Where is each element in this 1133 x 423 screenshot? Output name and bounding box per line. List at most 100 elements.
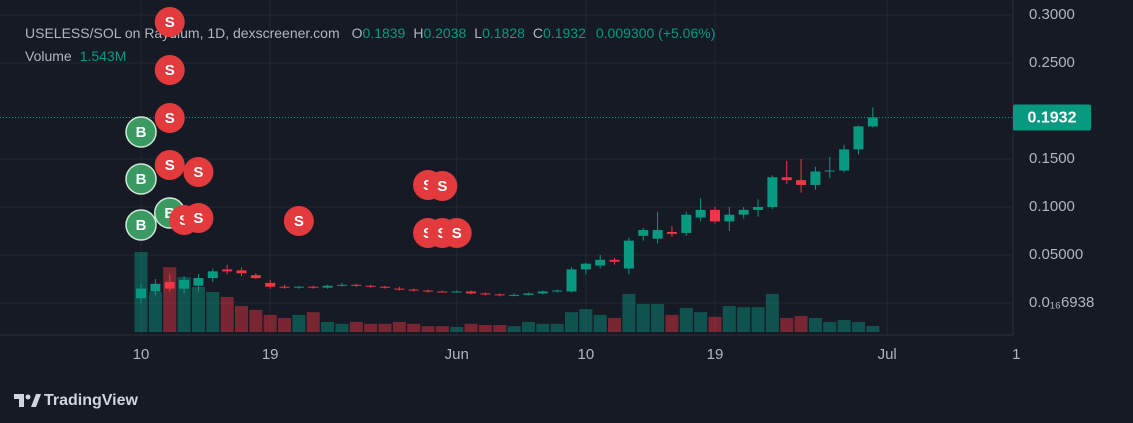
trade-marker-label: S (294, 213, 304, 230)
volume-bar (278, 318, 292, 332)
candle-body (207, 271, 218, 279)
candle-body (552, 290, 563, 292)
ohlc-key: O (352, 25, 363, 41)
volume-bar (321, 321, 335, 332)
candle-body (537, 291, 548, 294)
volume-bar (421, 326, 435, 332)
candle-body (867, 117, 878, 127)
volume-bar (636, 304, 650, 332)
x-tick-label: 10 (578, 346, 595, 363)
ohlc-value: 0.1828 (482, 25, 525, 41)
trade-marker (125, 163, 157, 195)
volume-bar (306, 312, 320, 332)
volume-bar (708, 316, 722, 332)
candle-body (738, 209, 749, 215)
y-tick-label: 0.3000 (1029, 6, 1075, 23)
candle-body (136, 288, 147, 299)
candle-body (408, 289, 419, 291)
candle-body (566, 269, 577, 292)
candle-body (509, 294, 520, 296)
volume-bar (378, 323, 392, 332)
candle-body (466, 291, 477, 294)
trade-marker-label: B (136, 217, 147, 234)
volume-bar (177, 277, 191, 332)
y-tick-label: 0.1500 (1029, 150, 1075, 167)
volume-bar (234, 305, 248, 332)
candle-body (724, 214, 735, 222)
volume-value: 1.543M (80, 48, 127, 64)
candle-body (150, 283, 161, 292)
candle-body (494, 294, 505, 296)
volume-bar (751, 307, 765, 332)
x-tick-label: 1 (1012, 346, 1020, 363)
volume-bar (478, 325, 492, 332)
trade-marker (125, 209, 157, 241)
candle-body (638, 230, 649, 236)
change: 0.009300 (+5.06%) (596, 25, 715, 41)
candle-body (709, 209, 720, 222)
trade-marker-label: S (193, 164, 203, 181)
x-tick-label: Jul (878, 346, 897, 363)
last-price-label: 0.1932 (1028, 110, 1077, 127)
trade-marker (183, 203, 214, 233)
volume-title: Volume (25, 48, 72, 64)
candle-body (824, 170, 835, 172)
trade-marker-label: S (165, 157, 175, 174)
candle-body (753, 207, 764, 210)
candle-body (695, 209, 706, 218)
candle-body (322, 285, 333, 288)
candle-body (681, 214, 692, 233)
candle-body (279, 286, 290, 288)
volume-bar (464, 323, 478, 332)
candle-body (480, 293, 491, 295)
volume-bar (148, 292, 162, 332)
trade-marker-label: S (452, 225, 462, 242)
ohlc-key: C (533, 25, 543, 41)
y-tick-label: 0.1000 (1029, 198, 1075, 215)
candle-body (853, 126, 864, 150)
trade-marker-label: B (136, 171, 147, 188)
candle-body (164, 281, 175, 289)
trade-marker-label: S (193, 210, 203, 227)
trade-marker-label: S (165, 110, 175, 127)
candle-body (236, 270, 247, 274)
volume-bar (392, 321, 406, 332)
candle-body (767, 177, 778, 208)
volume-bar (608, 318, 622, 332)
candle-body (437, 291, 448, 293)
volume-bar (407, 323, 421, 332)
volume-bar (220, 297, 234, 332)
volume-bar (349, 321, 363, 332)
legend-header: USELESS/SOL on Raydium, 1D, dexscreener.… (25, 25, 715, 41)
candle-body (336, 284, 347, 286)
candle-body (451, 291, 462, 293)
ohlc-value: 0.1932 (543, 25, 586, 41)
volume-bar (794, 316, 808, 332)
candle-body (379, 286, 390, 288)
volume-legend: Volume 1.543M (25, 48, 126, 64)
y-tick-label: 0.2500 (1029, 54, 1075, 71)
volume-bar (737, 307, 751, 332)
candle-body (623, 240, 634, 269)
x-tick-label: Jun (445, 346, 469, 363)
volume-bar (521, 321, 535, 332)
candle-body (796, 180, 807, 185)
x-tick-label: 19 (262, 346, 279, 363)
y-tick-label: 0.0₁₆6938 (1029, 294, 1094, 311)
volume-bar (206, 292, 220, 332)
candle-body (810, 171, 821, 185)
candle-body (179, 279, 190, 289)
candle-body (365, 285, 376, 287)
trade-marker (154, 55, 185, 85)
ohlc-value: 0.2038 (423, 25, 466, 41)
candle-body (193, 278, 204, 286)
brand-name: TradingView (44, 392, 139, 409)
volume-bar (866, 326, 880, 332)
candle-body (595, 259, 606, 266)
volume-bar (679, 307, 693, 332)
volume-bar (765, 293, 779, 332)
trade-marker (427, 171, 458, 201)
candle-body (839, 149, 850, 171)
candle-body (781, 177, 792, 181)
volume-bar (837, 319, 851, 332)
